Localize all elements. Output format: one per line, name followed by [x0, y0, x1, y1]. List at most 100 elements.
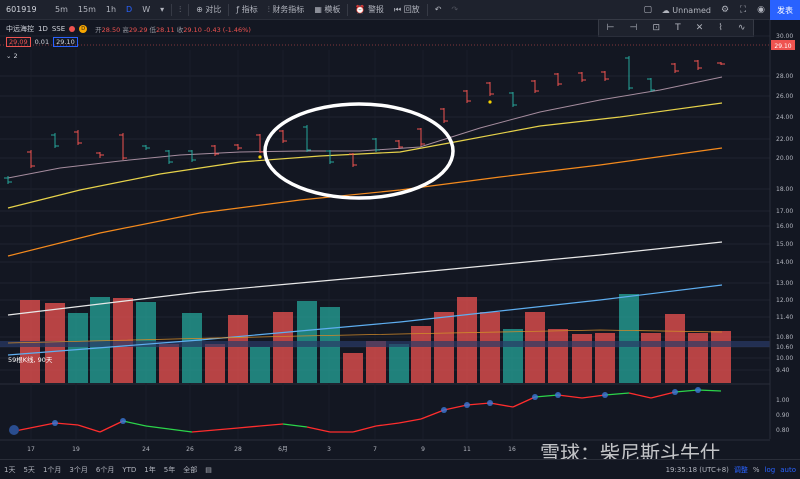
cross-tool-icon[interactable]: ✕ — [695, 23, 704, 33]
volume-bar — [711, 331, 731, 383]
volume-bar — [665, 314, 685, 383]
compare-label: 对比 — [205, 5, 222, 14]
price-axis[interactable]: 30.00 29.10 28.00 26.00 24.00 22.00 20.00 18.00… — [769, 20, 800, 439]
ma-line-5 — [7, 76, 723, 179]
indicator-line — [99, 420, 124, 433]
redo-icon[interactable]: ↷ — [451, 5, 459, 14]
indicator-line — [54, 422, 79, 426]
undo-icon[interactable]: ↶ — [434, 5, 442, 14]
interval-15m[interactable]: 15m — [77, 5, 96, 14]
chart-type-icon[interactable]: ⫶ — [179, 4, 182, 14]
pen-tool-icon[interactable]: ⌇ — [718, 23, 723, 33]
price-axis-label: 24.00 — [776, 114, 793, 121]
camera-icon[interactable]: ◉ — [757, 5, 765, 15]
layout-name: Unnamed — [672, 5, 711, 15]
adjust-button[interactable]: 调整 — [733, 466, 748, 474]
ask-price[interactable]: 29.10 — [53, 37, 78, 47]
range-1y[interactable]: 1年 — [144, 465, 156, 474]
ma-line-20 — [7, 147, 723, 257]
indicator-line — [674, 389, 699, 393]
price-candles — [4, 56, 725, 184]
chart-canvas[interactable]: 30.00 29.10 28.00 26.00 24.00 22.00 20.00 18.00… — [0, 20, 800, 459]
ma-line-120 — [7, 284, 723, 356]
open-value: 28.50 — [101, 26, 121, 34]
volume-bar — [641, 333, 661, 383]
range-5y[interactable]: 5年 — [163, 465, 176, 474]
bracket-icon[interactable]: ⊢ — [606, 23, 615, 33]
volume-bar — [389, 344, 409, 383]
indicator-line — [77, 424, 101, 433]
range-all[interactable]: 全部 — [183, 465, 198, 474]
indicator-line — [168, 428, 193, 433]
bid-price[interactable]: 29.09 — [6, 37, 31, 47]
text-tool-icon[interactable]: T — [675, 23, 681, 33]
log-button[interactable]: log — [764, 466, 776, 474]
open-label: 开 — [95, 26, 102, 34]
range-1m[interactable]: 1个月 — [42, 465, 62, 474]
interval-1h[interactable]: 1h — [105, 5, 117, 14]
range-ytd[interactable]: YTD — [122, 465, 137, 474]
indicator-marker — [555, 392, 561, 398]
indicator-line — [282, 423, 308, 428]
volume-series-label: 59根K线, 90天 — [8, 356, 53, 364]
alert-label: 警报 — [367, 5, 384, 14]
indicator-line — [557, 394, 583, 399]
range-6m[interactable]: 6个月 — [95, 465, 115, 474]
toolbar-right: ▢ ☁ Unnamed ⚙ ⛶ ◉ 发表 — [639, 0, 800, 20]
template-label: 模板 — [324, 5, 341, 14]
indicator-line — [466, 402, 491, 406]
signal-dot — [258, 155, 262, 159]
indicator-axis-label: 1.00 — [776, 397, 790, 404]
range-1d[interactable]: 1天 — [4, 465, 16, 474]
publish-button[interactable]: 发表 — [770, 0, 800, 20]
time-axis-label: 24 — [142, 446, 150, 453]
layout-name-button[interactable]: ☁ Unnamed — [657, 0, 716, 20]
indicators-button[interactable]: ƒ 指标 — [231, 0, 262, 20]
time-axis[interactable]: 17 19 24 26 28 6月 3 7 9 11 16 — [0, 439, 770, 453]
layout-icon[interactable]: ▢ — [643, 5, 652, 15]
range-5d[interactable]: 5天 — [23, 465, 35, 474]
curve-tool-icon[interactable]: ∿ — [737, 23, 746, 33]
replay-button[interactable]: ⏮ 回放 — [389, 0, 425, 20]
price-step: 0.01 — [34, 38, 50, 46]
calendar-icon[interactable]: ▤ — [205, 465, 212, 474]
symbol-search[interactable]: 601919 — [6, 5, 37, 14]
price-axis-label: 12.00 — [776, 297, 793, 304]
interval-d[interactable]: D — [126, 5, 133, 14]
price-axis-label: 16.00 — [776, 223, 793, 230]
price-axis-label: 14.00 — [776, 259, 793, 266]
compare-button[interactable]: ⊕ 对比 — [191, 0, 226, 20]
volume-bar — [411, 326, 431, 383]
price-axis-label: 26.00 — [776, 93, 793, 100]
financials-button[interactable]: ⫶ 财务指标 — [263, 0, 310, 20]
alert-button[interactable]: ⏰ 警报 — [350, 0, 389, 20]
low-label: 低 — [149, 26, 157, 34]
time-axis-label: 6月 — [278, 446, 288, 453]
auto-button[interactable]: auto — [780, 466, 796, 474]
indicator-line — [306, 426, 331, 433]
interval-5m[interactable]: 5m — [55, 5, 68, 14]
replay-label: 回放 — [403, 5, 420, 14]
current-price-tag — [771, 40, 795, 50]
interval-w[interactable]: W — [142, 5, 151, 14]
measure-icon[interactable]: ⊡ — [652, 23, 660, 33]
settings-gear-icon[interactable]: ⚙ — [720, 5, 730, 15]
range-icon[interactable]: ⊣ — [629, 23, 638, 33]
template-icon: ▦ — [314, 5, 325, 14]
series-legend: 中远海控 1D SSE D 开28.50 高29.29 低28.11 收29.1… — [6, 24, 251, 34]
percent-button[interactable]: % — [752, 466, 760, 474]
high-label: 高 — [122, 26, 129, 34]
volume-bar — [90, 297, 110, 383]
collapse-indicators-button[interactable]: ⌄ 2 — [6, 52, 18, 60]
fullscreen-icon[interactable]: ⛶ — [739, 5, 747, 15]
interval-dropdown-icon[interactable]: ▾ — [160, 5, 165, 14]
indicator-pane — [9, 387, 722, 435]
indicator-line — [581, 394, 606, 399]
template-button[interactable]: ▦ 模板 — [309, 0, 345, 20]
range-3m[interactable]: 3个月 — [69, 465, 88, 474]
timestamp: 19:35:18 (UTC+8) — [665, 466, 729, 474]
indicator-marker — [602, 392, 608, 398]
price-axis-label: 30.00 — [776, 33, 793, 40]
financials-label: 财务指标 — [272, 5, 305, 14]
volume-bar — [525, 312, 545, 383]
